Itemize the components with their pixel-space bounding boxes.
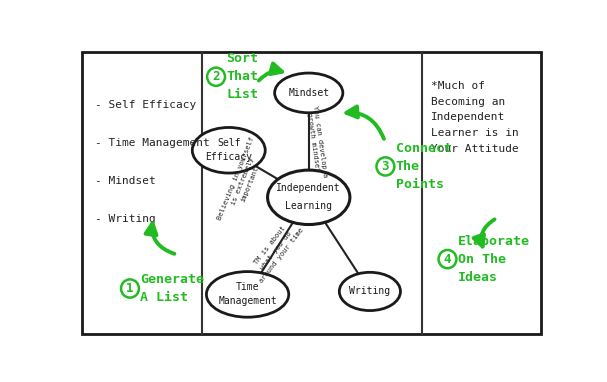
Text: TM is about
what you do
around your time: TM is about what you do around your time <box>246 217 305 283</box>
Text: Time
Management: Time Management <box>218 282 277 306</box>
Ellipse shape <box>339 272 401 311</box>
Text: 4: 4 <box>444 253 451 265</box>
Text: 2: 2 <box>212 70 220 83</box>
Text: - Self Efficacy: - Self Efficacy <box>95 100 196 110</box>
Ellipse shape <box>207 68 225 86</box>
Text: Self
Efficacy: Self Efficacy <box>205 138 253 162</box>
Text: - Writing: - Writing <box>95 214 155 224</box>
Text: Generate
A List: Generate A List <box>140 273 205 304</box>
Text: Independent
Learning: Independent Learning <box>276 183 341 211</box>
Text: Mindset: Mindset <box>288 88 330 98</box>
Text: *Much of
Becoming an
Independent
Learner is in
Your Attitude: *Much of Becoming an Independent Learner… <box>431 81 519 154</box>
Text: Connect
The
Points: Connect The Points <box>396 142 452 191</box>
Text: - Time Management: - Time Management <box>95 138 209 148</box>
Ellipse shape <box>376 157 395 176</box>
Ellipse shape <box>439 250 456 268</box>
Text: Sort
That
List: Sort That List <box>226 52 259 101</box>
Text: You can develop a
growth mindset: You can develop a growth mindset <box>305 105 328 178</box>
Ellipse shape <box>121 279 139 298</box>
Text: 1: 1 <box>126 282 134 295</box>
Text: Believing in yourself
is extremely
important: Believing in yourself is extremely impor… <box>217 136 270 227</box>
Text: 3: 3 <box>382 160 389 173</box>
Ellipse shape <box>274 73 343 113</box>
Text: - Mindset: - Mindset <box>95 176 155 186</box>
Ellipse shape <box>192 128 265 173</box>
Ellipse shape <box>206 272 289 317</box>
Ellipse shape <box>268 170 350 225</box>
Text: Elaborate
On The
Ideas: Elaborate On The Ideas <box>458 235 530 283</box>
Text: Writing: Writing <box>349 286 390 296</box>
